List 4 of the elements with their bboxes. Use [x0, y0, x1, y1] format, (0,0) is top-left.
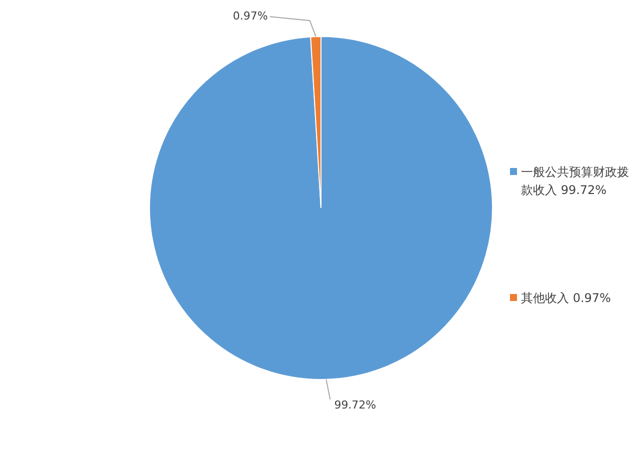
legend-label: 一般公共预算财政拨款收入 99.72%	[521, 164, 630, 199]
data-label: 99.72%	[334, 398, 376, 412]
data-label: 0.97%	[232, 9, 268, 22]
legend-label: 其他收入 0.97%	[521, 290, 611, 307]
